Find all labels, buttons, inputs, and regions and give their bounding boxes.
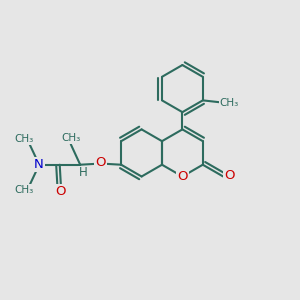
Text: O: O — [95, 156, 106, 169]
Text: N: N — [34, 158, 43, 171]
Text: O: O — [224, 169, 235, 182]
Text: CH₃: CH₃ — [61, 133, 80, 143]
Text: O: O — [177, 170, 188, 183]
Text: CH₃: CH₃ — [15, 185, 34, 195]
Text: H: H — [79, 167, 88, 179]
Text: CH₃: CH₃ — [220, 98, 239, 108]
Text: CH₃: CH₃ — [15, 134, 34, 144]
Text: O: O — [56, 185, 66, 198]
